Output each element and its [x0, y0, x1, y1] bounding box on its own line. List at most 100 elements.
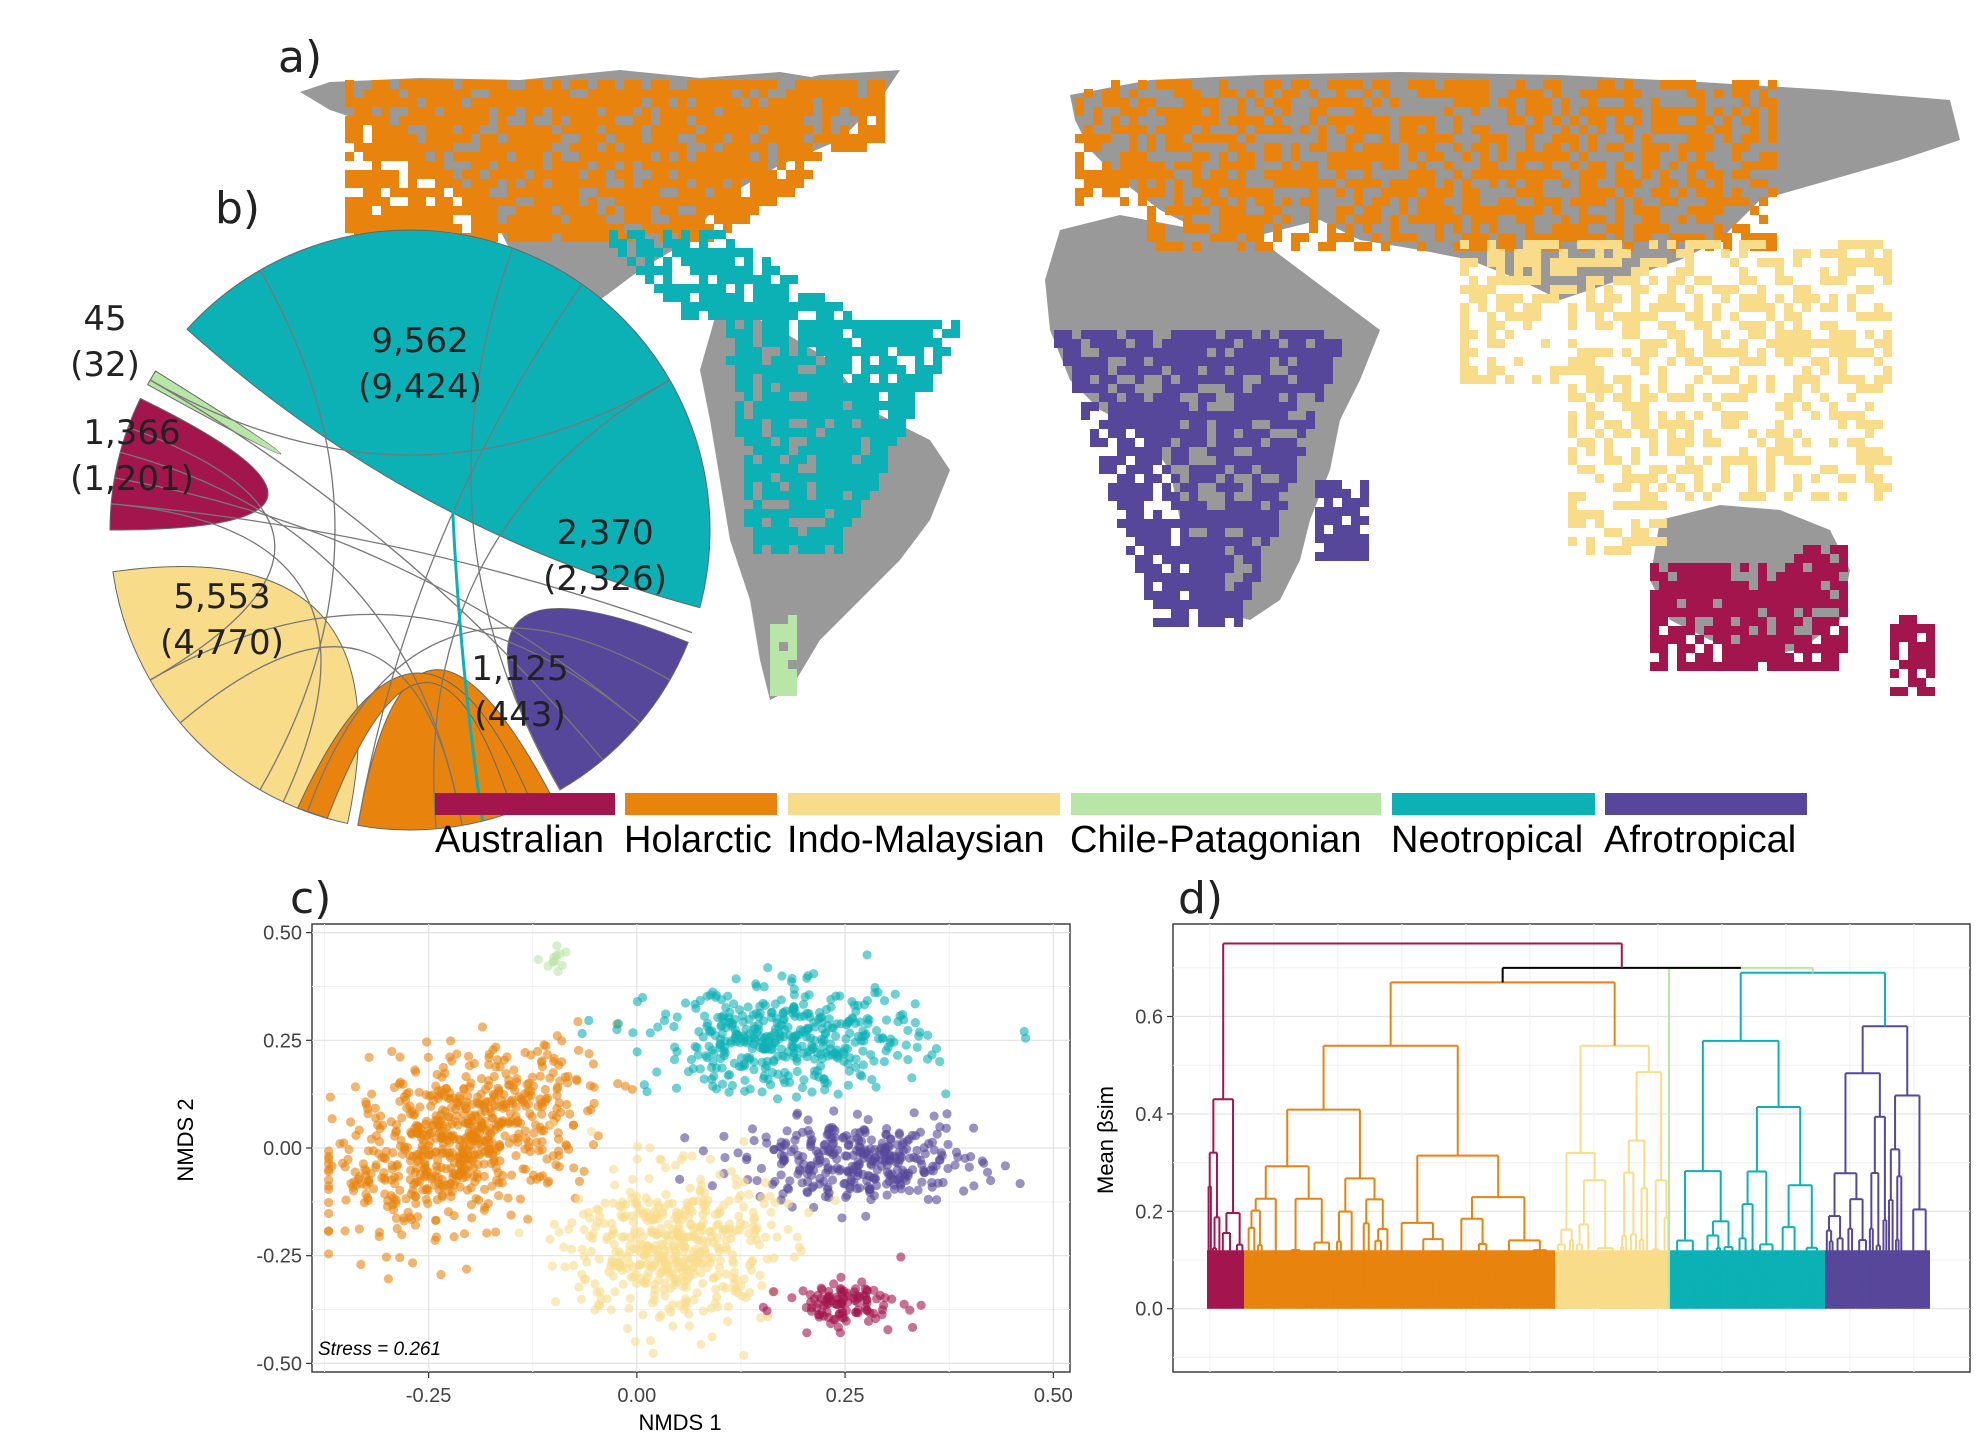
- map-cell: [1525, 125, 1534, 134]
- map-cell: [1586, 384, 1595, 393]
- map-cell: [834, 410, 843, 419]
- map-cell: [633, 188, 642, 197]
- scatter-point: [923, 1030, 933, 1040]
- map-cell: [834, 428, 843, 437]
- scatter-cluster-holarctic: [324, 1017, 637, 1284]
- map-cell: [1568, 285, 1577, 294]
- map-cell: [1631, 294, 1640, 303]
- map-cell: [834, 383, 843, 392]
- map-cell: [354, 143, 363, 152]
- map-cell: [1489, 179, 1498, 188]
- map-cell: [1102, 98, 1111, 107]
- map-cell: [1714, 107, 1723, 116]
- map-cell: [870, 464, 879, 473]
- scatter-point: [461, 1264, 472, 1274]
- scatter-point: [553, 1128, 563, 1138]
- map-cell: [1480, 134, 1489, 143]
- map-cell: [1360, 498, 1369, 507]
- map-cell: [669, 179, 678, 188]
- map-cell: [1883, 258, 1892, 267]
- map-cell: [1713, 626, 1722, 635]
- scatter-point: [907, 1073, 917, 1083]
- map-cell: [798, 545, 807, 554]
- scatter-point: [798, 999, 809, 1009]
- map-cell: [1514, 249, 1523, 258]
- map-cell: [1084, 170, 1093, 179]
- map-cell: [435, 215, 444, 224]
- map-cell: [723, 215, 732, 224]
- map-cell: [507, 170, 516, 179]
- map-cell: [1507, 233, 1516, 242]
- map-cell: [1426, 197, 1435, 206]
- scatter-point: [542, 1178, 552, 1188]
- map-cell: [1577, 438, 1586, 447]
- map-cell: [753, 446, 762, 455]
- chord-label-chilepatagonian-total: 45: [83, 299, 126, 339]
- map-cell: [804, 170, 813, 179]
- map-cell: [798, 293, 807, 302]
- map-cell: [849, 143, 858, 152]
- scatter-point: [818, 1042, 828, 1052]
- map-cell: [663, 284, 672, 293]
- map-cell: [726, 320, 735, 329]
- map-cell: [1543, 98, 1552, 107]
- map-cell: [1559, 285, 1568, 294]
- map-cell: [390, 170, 399, 179]
- map-cell: [1291, 242, 1300, 251]
- map-cell: [435, 170, 444, 179]
- map-cell: [1714, 179, 1723, 188]
- map-cell: [1219, 152, 1228, 161]
- map-cell: [1219, 206, 1228, 215]
- map-cell: [1189, 582, 1198, 591]
- scatter-point: [397, 1113, 407, 1123]
- map-cell: [543, 170, 552, 179]
- map-cell: [660, 143, 669, 152]
- map-cell: [372, 215, 381, 224]
- scatter-point: [809, 969, 819, 979]
- map-cell: [1650, 572, 1659, 581]
- map-cell: [1703, 330, 1712, 339]
- scatter-point: [749, 1024, 760, 1034]
- map-cell: [426, 125, 435, 134]
- map-cell: [1640, 411, 1649, 420]
- map-cell: [1568, 501, 1577, 510]
- map-cell: [1144, 411, 1153, 420]
- map-cell: [1839, 626, 1848, 635]
- map-cell: [372, 161, 381, 170]
- map-cell: [507, 224, 516, 233]
- map-cell: [417, 215, 426, 224]
- map-cell: [1471, 107, 1480, 116]
- map-cell: [1640, 348, 1649, 357]
- map-cell: [1381, 80, 1390, 89]
- map-cell: [444, 143, 453, 152]
- map-cell: [1926, 660, 1935, 669]
- map-cell: [849, 134, 858, 143]
- map-cell: [1390, 233, 1399, 242]
- map-cell: [1360, 516, 1369, 525]
- scatter-point: [807, 1043, 818, 1053]
- map-cell: [615, 98, 624, 107]
- scatter-point: [791, 1092, 802, 1102]
- chord-label-afrotropical-endemic: (2,326): [543, 559, 667, 599]
- map-cell: [888, 365, 897, 374]
- scatter-point: [824, 1188, 834, 1198]
- map-cell: [1667, 393, 1676, 402]
- map-cell: [1579, 188, 1588, 197]
- map-cell: [1460, 357, 1469, 366]
- map-cell: [507, 179, 516, 188]
- map-cell: [444, 134, 453, 143]
- scatter-point: [588, 1059, 599, 1069]
- map-cell: [1216, 546, 1225, 555]
- map-cell: [780, 509, 789, 518]
- map-cell: [1650, 644, 1659, 653]
- map-cell: [780, 293, 789, 302]
- panel-label-b: b): [215, 183, 260, 234]
- map-cell: [1147, 143, 1156, 152]
- map-cell: [816, 482, 825, 491]
- map-cell: [1228, 215, 1237, 224]
- world-map: [300, 70, 1960, 700]
- map-cell: [804, 143, 813, 152]
- map-cell: [1768, 233, 1777, 242]
- map-cell: [1174, 107, 1183, 116]
